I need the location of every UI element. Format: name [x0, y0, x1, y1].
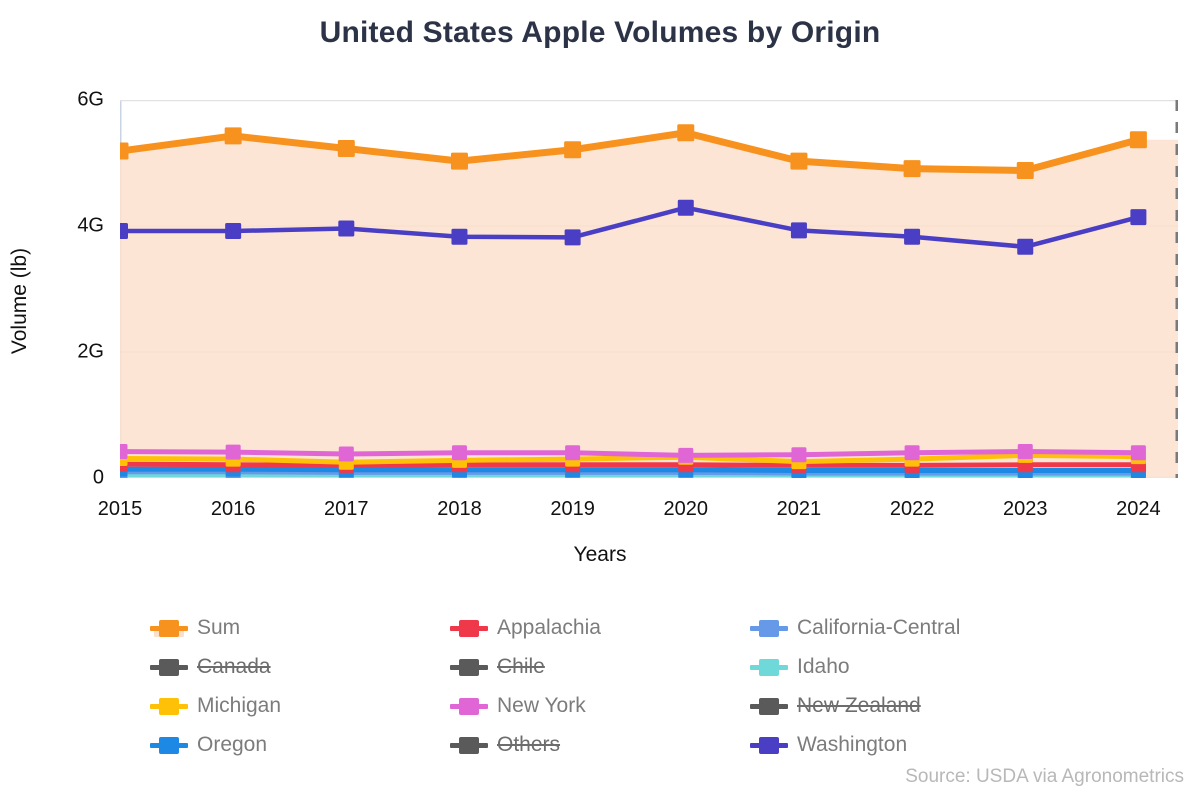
x-axis-tick-label: 2017	[324, 498, 369, 520]
data-point-marker[interactable]	[120, 142, 129, 160]
legend-label: California-Central	[797, 615, 961, 639]
series-line	[120, 469, 1139, 476]
plot-area	[120, 100, 1178, 478]
x-axis-tick-label: 2019	[550, 498, 595, 520]
data-point-marker[interactable]	[903, 160, 921, 178]
legend-marker-icon	[450, 697, 488, 715]
legend-label: Washington	[797, 732, 908, 756]
data-point-marker[interactable]	[677, 199, 694, 216]
legend-item-appalachia[interactable]: Appalachia	[450, 616, 750, 640]
x-axis-tick-label: 2020	[663, 498, 709, 520]
x-axis-title: Years	[573, 543, 627, 566]
area-fill-sum	[120, 132, 1178, 478]
data-point-marker[interactable]	[1017, 444, 1033, 460]
data-point-marker[interactable]	[1130, 445, 1146, 461]
series-new-york	[120, 444, 1146, 463]
y-axis-tick-label: 0	[92, 466, 104, 489]
legend-label: New Zealand	[797, 693, 921, 717]
chart-legend: Sum Appalachia California-Central Canada Chi…	[150, 608, 1190, 764]
legend-label: Sum	[197, 615, 241, 639]
page-title: United States Apple Volumes by Origin	[319, 16, 881, 49]
legend-item-michigan[interactable]: Michigan	[150, 694, 450, 718]
x-axis-tick-label: 2022	[889, 498, 935, 520]
legend-marker-icon	[750, 658, 788, 676]
data-point-marker[interactable]	[225, 444, 241, 460]
data-point-marker[interactable]	[678, 447, 694, 463]
data-point-marker[interactable]	[338, 446, 354, 462]
legend-label: Chile	[497, 654, 545, 678]
data-point-marker[interactable]	[225, 223, 242, 240]
legend-item-california-central[interactable]: California-Central	[750, 616, 1090, 640]
data-point-marker[interactable]	[120, 223, 128, 240]
series-line	[120, 205, 1139, 250]
series-line	[120, 466, 1139, 473]
legend-marker-icon	[150, 619, 188, 637]
legend-item-new-zealand[interactable]: New Zealand	[750, 694, 1090, 718]
legend-label: Canada	[197, 654, 271, 678]
chart-canvas	[120, 100, 1178, 478]
data-point-marker[interactable]	[790, 152, 808, 170]
data-point-marker[interactable]	[791, 447, 807, 463]
legend-marker-icon	[450, 619, 488, 637]
legend-item-oregon[interactable]: Oregon	[150, 733, 450, 757]
legend-label: Idaho	[797, 654, 850, 678]
series-washington	[120, 199, 1147, 255]
legend-item-canada[interactable]: Canada	[150, 655, 450, 679]
legend-label: Oregon	[197, 732, 268, 756]
data-point-marker[interactable]	[904, 228, 921, 245]
series-line	[120, 452, 1139, 465]
x-axis-tick-label: 2018	[437, 498, 482, 520]
legend-marker-icon	[750, 619, 788, 637]
legend-marker-icon	[750, 736, 788, 754]
series-sum	[120, 124, 1147, 180]
data-point-marker[interactable]	[450, 152, 468, 170]
x-axis-tick-label: 2023	[1002, 498, 1048, 520]
y-axis-title: Volume (lb)	[8, 247, 31, 355]
series-line	[120, 449, 1139, 458]
y-axis-tick-label: 6G	[77, 88, 104, 111]
x-axis-tick-label: 2016	[210, 498, 256, 520]
data-point-marker[interactable]	[337, 140, 355, 158]
legend-marker-icon	[150, 736, 188, 754]
legend-label: New York	[497, 693, 586, 717]
data-point-marker[interactable]	[224, 127, 242, 145]
y-axis-tick-label: 4G	[77, 214, 104, 237]
legend-item-washington[interactable]: Washington	[750, 733, 1090, 757]
data-point-marker[interactable]	[564, 141, 582, 159]
x-axis-tick-label: 2021	[776, 498, 822, 520]
y-axis-tick-label: 2G	[77, 340, 104, 363]
legend-label: Others	[497, 732, 561, 756]
legend-item-sum[interactable]: Sum	[150, 616, 450, 640]
legend-marker-icon	[450, 658, 488, 676]
legend-item-idaho[interactable]: Idaho	[750, 655, 1090, 679]
data-point-marker[interactable]	[904, 445, 920, 461]
data-point-marker[interactable]	[677, 124, 695, 142]
x-axis-tick-label: 2015	[97, 498, 143, 520]
legend-label: Michigan	[197, 693, 282, 717]
series-line	[120, 461, 1139, 468]
legend-item-others[interactable]: Others	[450, 733, 750, 757]
legend-item-new-york[interactable]: New York	[450, 694, 750, 718]
legend-marker-icon	[150, 658, 188, 676]
series-line	[120, 129, 1140, 175]
x-axis-tick-label: 2024	[1116, 498, 1161, 520]
legend-marker-icon	[750, 697, 788, 715]
data-point-marker[interactable]	[1016, 162, 1034, 180]
data-point-marker[interactable]	[790, 222, 807, 239]
legend-item-chile[interactable]: Chile	[450, 655, 750, 679]
data-point-marker[interactable]	[1017, 238, 1034, 255]
data-point-marker[interactable]	[120, 444, 128, 460]
legend-marker-icon	[450, 736, 488, 754]
data-point-marker[interactable]	[564, 229, 581, 246]
legend-label: Appalachia	[497, 615, 601, 639]
source-note: Source: USDA via Agronometrics	[905, 766, 1184, 787]
data-point-marker[interactable]	[451, 228, 468, 245]
data-point-marker[interactable]	[565, 445, 581, 461]
legend-marker-icon	[150, 697, 188, 715]
data-point-marker[interactable]	[1130, 209, 1147, 226]
data-point-marker[interactable]	[1129, 131, 1147, 149]
data-point-marker[interactable]	[451, 445, 467, 461]
data-point-marker[interactable]	[338, 220, 355, 237]
